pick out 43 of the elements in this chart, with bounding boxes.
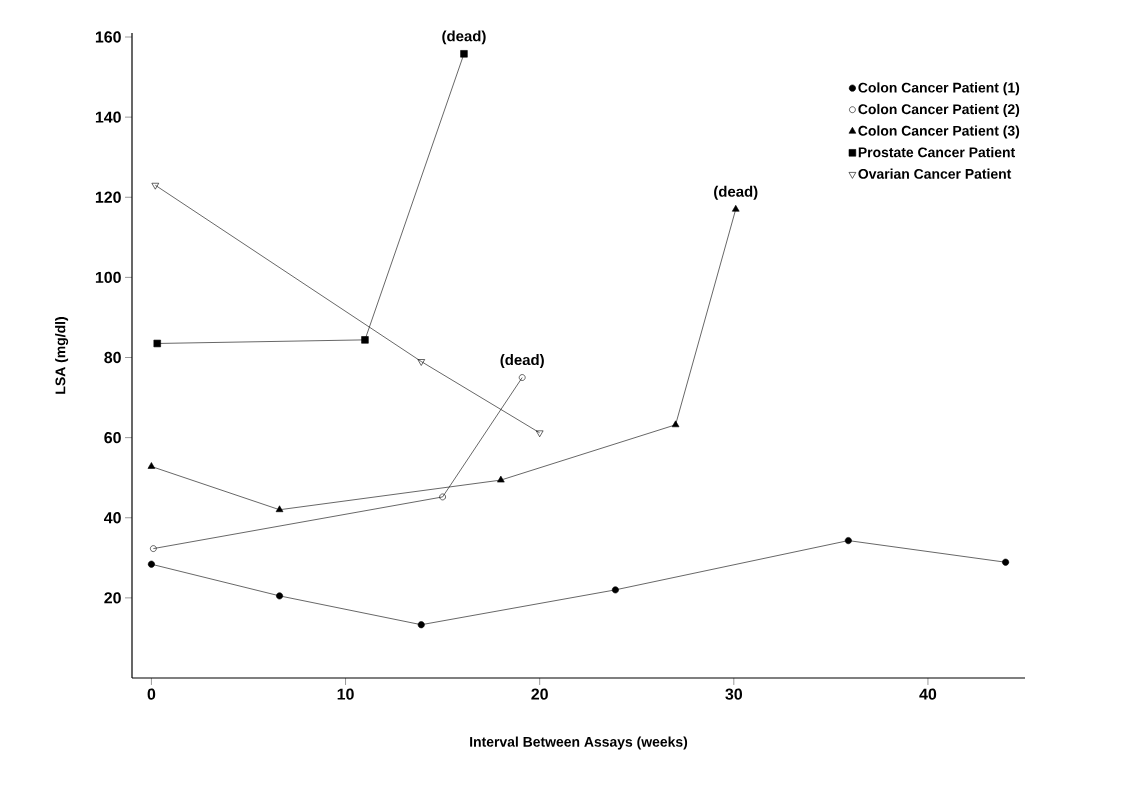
point bbox=[147, 462, 156, 469]
y-tick-label: 100 bbox=[95, 271, 121, 284]
point bbox=[151, 182, 160, 190]
legend-label: Colon Cancer Patient (2) bbox=[858, 103, 1020, 117]
legend-label: Colon Cancer Patient (1) bbox=[858, 82, 1020, 96]
x-tick-label: 30 bbox=[725, 688, 743, 700]
point bbox=[518, 374, 526, 381]
point bbox=[439, 493, 446, 501]
y-tick-label: 60 bbox=[104, 431, 121, 444]
x-tick-label: 20 bbox=[531, 688, 548, 700]
y-tick-label: 40 bbox=[104, 512, 121, 524]
point bbox=[417, 621, 425, 629]
x-tick-label: 0 bbox=[147, 688, 156, 700]
annotation: (dead) bbox=[500, 354, 544, 369]
y-axis-title: LSA (mg/dl) bbox=[55, 317, 69, 394]
y-tick-label: 160 bbox=[95, 31, 121, 43]
x-axis-title: Interval Between Assays (weeks) bbox=[470, 736, 688, 750]
point bbox=[1002, 558, 1010, 566]
legend-label: Colon Cancer Patient (3) bbox=[858, 125, 1020, 139]
point bbox=[276, 592, 284, 600]
legend-label: Ovarian Cancer Patient bbox=[858, 168, 1012, 179]
point bbox=[147, 560, 155, 568]
point bbox=[671, 420, 680, 428]
annotation: (dead) bbox=[442, 30, 486, 45]
y-tick-label: 80 bbox=[104, 351, 121, 364]
point bbox=[611, 586, 619, 594]
y-tick-label: 140 bbox=[95, 111, 121, 123]
y-tick-label: 20 bbox=[104, 592, 121, 604]
point bbox=[844, 537, 852, 545]
point bbox=[460, 50, 468, 58]
y-tick-label: 120 bbox=[95, 191, 121, 203]
point bbox=[417, 359, 426, 366]
annotation: (dead) bbox=[714, 185, 758, 200]
point bbox=[361, 336, 369, 344]
point bbox=[497, 475, 505, 483]
point bbox=[275, 505, 284, 513]
point bbox=[535, 430, 544, 438]
x-tick-label: 10 bbox=[337, 688, 354, 700]
x-tick-label: 40 bbox=[919, 688, 937, 700]
point bbox=[732, 204, 740, 212]
legend-label: Prostate Cancer Patient bbox=[858, 147, 1016, 158]
point bbox=[153, 339, 161, 348]
point bbox=[150, 545, 157, 552]
